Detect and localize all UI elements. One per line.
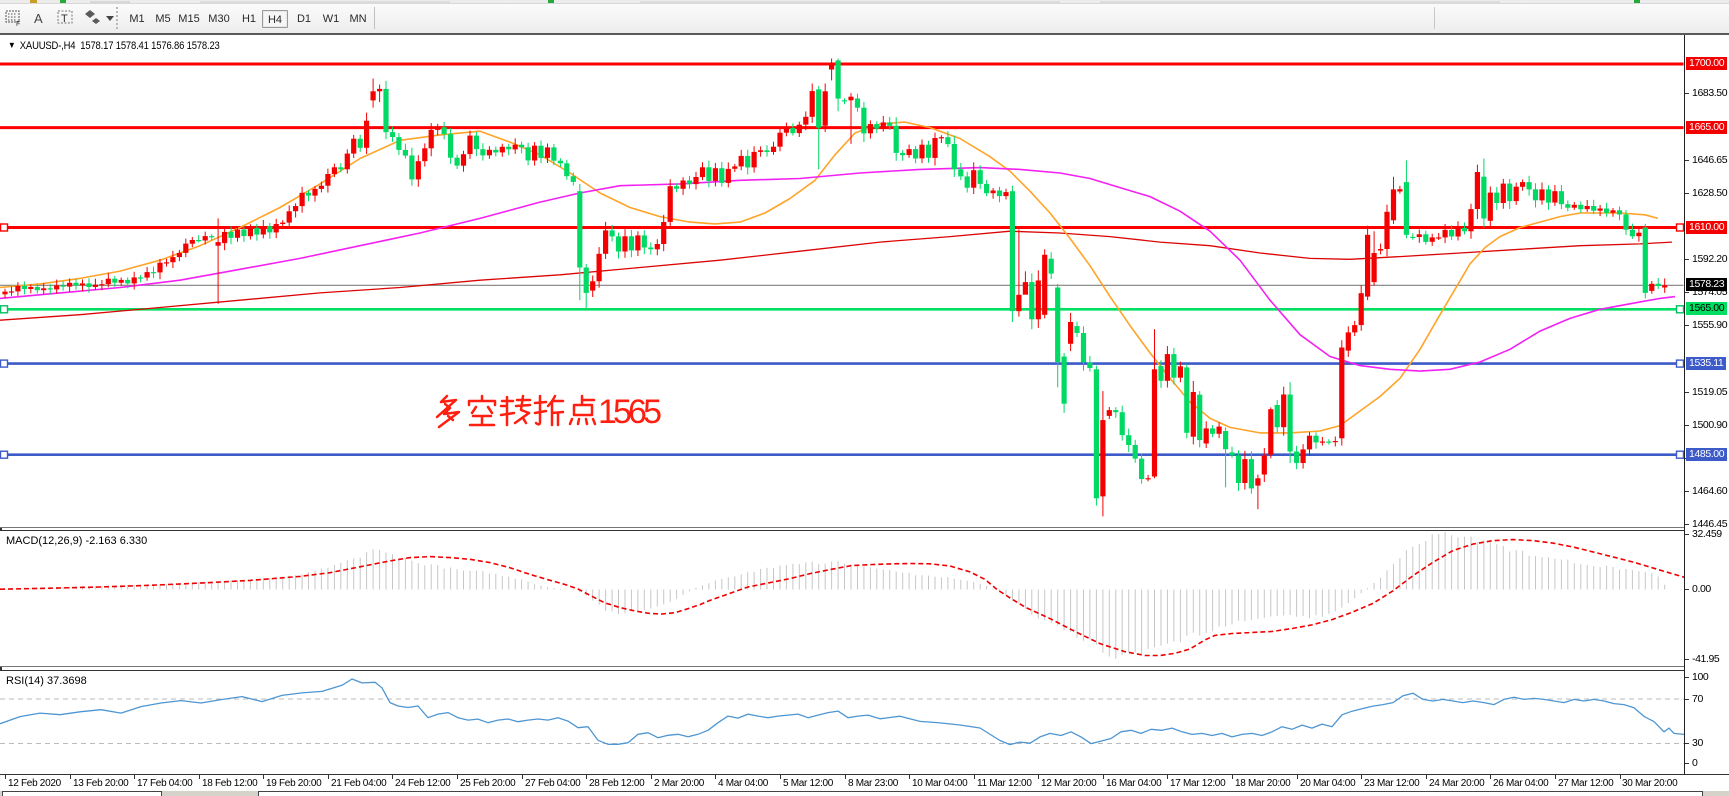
svg-text:T: T xyxy=(61,13,68,25)
svg-text:1565: 1565 xyxy=(598,393,662,431)
svg-text:A: A xyxy=(34,11,43,26)
svg-text:F: F xyxy=(16,21,20,28)
